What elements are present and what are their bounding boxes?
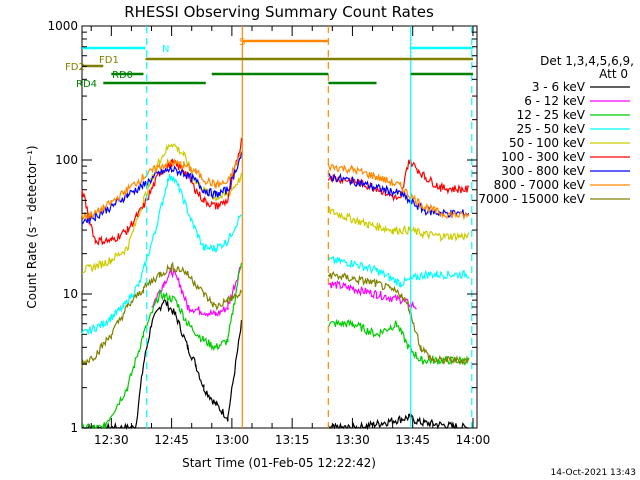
- x-axis-label: Start Time (01-Feb-05 12:22:42): [182, 456, 376, 470]
- legend-label: 12 - 25 keV: [517, 108, 586, 122]
- flag-layer: N S FD1 FD2 RD0 RD4: [65, 37, 473, 90]
- marker-layer: [146, 26, 473, 428]
- series-line: [81, 173, 470, 336]
- flag-label: N: [162, 44, 169, 55]
- flag-label: FD2: [65, 62, 85, 73]
- y-axis-label: Count Rate (s⁻¹ detector⁻¹): [25, 145, 39, 308]
- legend-header-attenuator: Att 0: [599, 67, 628, 81]
- y-tick-label: 1000: [47, 19, 78, 33]
- legend-label: 100 - 300 keV: [501, 150, 585, 164]
- axis-layer: 1 10 100 1000 12:30 12:45 13:00 13:15 13:30 13:45…: [47, 19, 490, 447]
- y-tick-label: 1: [70, 421, 78, 435]
- flag-label: FD1: [99, 55, 119, 66]
- x-tick-label: 13:30: [335, 433, 370, 447]
- y-tick-label: 10: [63, 287, 78, 301]
- x-tick-label: 13:15: [275, 433, 310, 447]
- legend-label: 800 - 7000 keV: [494, 178, 586, 192]
- series-line: [81, 151, 470, 225]
- legend-header-detectors: Det 1,3,4,5,6,9,: [540, 54, 634, 68]
- generation-timestamp: 14-Oct-2021 13:43: [551, 468, 636, 478]
- y-tick-label: 100: [55, 153, 78, 167]
- series-line: [81, 143, 470, 274]
- legend-label: 300 - 800 keV: [501, 164, 585, 178]
- series-line: [151, 265, 417, 318]
- x-tick-label: 13:45: [395, 433, 430, 447]
- legend-label: 7000 - 15000 keV: [478, 192, 585, 206]
- flag-label: RD4: [76, 79, 97, 90]
- legend-label: 6 - 12 keV: [524, 94, 586, 108]
- x-tick-label: 12:45: [154, 433, 189, 447]
- chart-title: RHESSI Observing Summary Count Rates: [124, 3, 434, 21]
- x-tick-label: 14:00: [456, 433, 491, 447]
- plot-frame: [81, 25, 478, 429]
- series-layer: [81, 137, 470, 431]
- legend-label: 50 - 100 keV: [509, 136, 586, 150]
- x-tick-label: 13:00: [215, 433, 250, 447]
- x-tick-label: 12:30: [94, 433, 129, 447]
- legend-label: 25 - 50 keV: [517, 122, 586, 136]
- flag-label: S: [239, 37, 245, 48]
- series-line: [81, 151, 470, 221]
- legend-label: 3 - 6 keV: [532, 80, 586, 94]
- series-line: [81, 261, 470, 368]
- flag-label: RD0: [112, 70, 133, 81]
